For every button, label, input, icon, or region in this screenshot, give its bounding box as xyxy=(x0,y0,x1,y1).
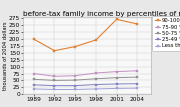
Line: 50-75 %: 50-75 % xyxy=(33,76,138,81)
75-90 % xyxy=(53,76,56,77)
25-49 % xyxy=(136,83,138,84)
90-100 xyxy=(116,19,118,20)
90-100 xyxy=(53,50,56,51)
75-90 % xyxy=(74,75,76,76)
90-100 xyxy=(33,39,35,40)
Less than 25 xyxy=(95,88,97,90)
50-75 % xyxy=(33,79,35,80)
Line: 90-100: 90-100 xyxy=(33,18,138,52)
75-90 % xyxy=(95,72,97,74)
90-100 xyxy=(95,39,97,41)
25-49 % xyxy=(95,84,97,85)
25-49 % xyxy=(53,85,56,86)
50-75 % xyxy=(116,77,118,78)
Y-axis label: thousands of 2004 dollars: thousands of 2004 dollars xyxy=(3,21,8,90)
Line: 75-90 %: 75-90 % xyxy=(33,70,138,77)
25-49 % xyxy=(74,85,76,86)
Less than 25 xyxy=(136,87,138,89)
90-100 xyxy=(74,46,76,47)
50-75 % xyxy=(95,78,97,79)
75-90 % xyxy=(116,71,118,72)
Line: Less than 25: Less than 25 xyxy=(33,87,138,91)
75-90 % xyxy=(136,70,138,71)
25-49 % xyxy=(116,83,118,85)
Less than 25 xyxy=(33,88,35,90)
Line: 25-49 %: 25-49 % xyxy=(33,83,138,87)
90-100 xyxy=(136,23,138,25)
Less than 25 xyxy=(74,89,76,90)
50-75 % xyxy=(136,77,138,78)
25-49 % xyxy=(33,84,35,85)
Less than 25 xyxy=(116,88,118,89)
Text: before-tax family income by percentiles of net worth (mean): before-tax family income by percentiles … xyxy=(23,10,180,17)
50-75 % xyxy=(53,80,56,81)
Less than 25 xyxy=(53,89,56,90)
75-90 % xyxy=(33,73,35,74)
50-75 % xyxy=(74,80,76,81)
Legend: 90-100, 75-90 %, 50-75 %, 25-49 %, Less than 25: 90-100, 75-90 %, 50-75 %, 25-49 %, Less … xyxy=(152,16,180,51)
